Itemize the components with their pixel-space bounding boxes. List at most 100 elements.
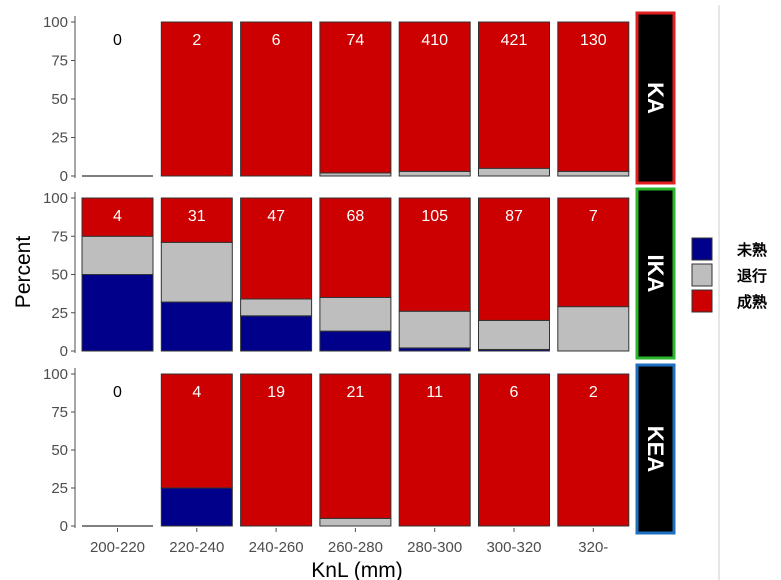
facet-strip-kea: KEA xyxy=(635,363,676,535)
bar-segment-成熟 xyxy=(240,197,313,300)
legend-label: 成熟 xyxy=(737,293,767,311)
x-axis-title: KnL (mm) xyxy=(311,559,402,580)
bar-count-label: 4 xyxy=(113,208,122,225)
facet-strip-ka: KA xyxy=(635,11,676,185)
x-tick-label: 280-300 xyxy=(407,539,462,556)
bar-segment-成熟 xyxy=(160,373,233,489)
bar-segment-退行 xyxy=(398,310,471,349)
legend-label: 退行 xyxy=(737,267,767,285)
facet-strip-label: IKA xyxy=(643,255,668,293)
bar-segment-退行 xyxy=(398,170,471,177)
bar-count-label: 105 xyxy=(421,208,448,225)
bar-segment-未熟 xyxy=(160,487,233,527)
legend-swatch xyxy=(691,289,713,313)
bar-segment-退行 xyxy=(240,298,313,317)
bar-segment-退行 xyxy=(557,170,630,177)
bar-segment-成熟 xyxy=(478,373,550,527)
y-tick-label: 50 xyxy=(51,267,68,284)
bar-count-label: 0 xyxy=(113,32,122,49)
bar-count-label: 31 xyxy=(188,208,206,225)
bar-segment-成熟 xyxy=(557,197,630,308)
bar-segment-成熟 xyxy=(478,197,550,321)
bar-segment-未熟 xyxy=(160,301,233,352)
y-tick-label: 50 xyxy=(51,442,68,459)
bar-segment-成熟 xyxy=(319,373,392,519)
legend-swatch xyxy=(691,263,713,287)
bar-segment-成熟 xyxy=(240,373,313,527)
panel-ka: 0 25 50 75 100 0 2 6 74 410 421 130 KA xyxy=(43,11,676,185)
panel-kea: 0 25 50 75 100 0 4 19 21 11 6 2 KEA xyxy=(43,363,676,535)
bar-count-label: 6 xyxy=(272,32,281,49)
bar-segment-退行 xyxy=(319,517,392,527)
bar-segment-成熟 xyxy=(398,21,471,172)
bar-segment-退行 xyxy=(319,296,392,332)
bar-segment-成熟 xyxy=(557,21,630,172)
legend-label: 未熟 xyxy=(736,241,767,259)
y-tick-label: 75 xyxy=(51,53,68,70)
y-tick-label: 0 xyxy=(60,343,68,360)
x-tick-label: 220-240 xyxy=(169,539,224,556)
bar-segment-退行 xyxy=(478,319,550,350)
y-tick-label: 50 xyxy=(51,91,68,108)
y-tick-label: 100 xyxy=(43,190,68,207)
bar-count-label: 7 xyxy=(589,208,598,225)
bar-segment-成熟 xyxy=(557,373,630,527)
x-axis-ticks: 200-220 220-240 240-260 260-280 280-300 300-3… xyxy=(90,528,608,556)
x-tick-label: 300-320 xyxy=(486,539,541,556)
bar-segment-成熟 xyxy=(81,197,154,237)
bar-segment-成熟 xyxy=(478,21,550,169)
bar-count-label: 0 xyxy=(113,384,122,401)
bar-segment-成熟 xyxy=(160,197,233,243)
x-tick-label: 200-220 xyxy=(90,539,145,556)
bar-count-label: 6 xyxy=(510,384,519,401)
legend-swatch xyxy=(691,237,713,261)
bar-count-label: 11 xyxy=(426,384,443,401)
bar-segment-退行 xyxy=(160,241,233,303)
bar-segment-未熟 xyxy=(319,330,392,352)
y-tick-label: 0 xyxy=(60,518,68,535)
y-tick-label: 75 xyxy=(51,404,68,421)
x-tick-label: 240-260 xyxy=(249,539,304,556)
bar-count-label: 19 xyxy=(267,384,285,401)
bar-count-label: 410 xyxy=(421,32,448,49)
bar-count-label: 68 xyxy=(347,208,365,225)
bar-segment-未熟 xyxy=(240,315,313,352)
facet-strip-label: KA xyxy=(643,82,668,114)
y-tick-label: 0 xyxy=(60,168,68,185)
bar-segment-成熟 xyxy=(160,21,233,177)
x-tick-label: 320- xyxy=(578,539,608,556)
facet-strip-ika: IKA xyxy=(635,187,676,360)
bar-segment-成熟 xyxy=(398,373,471,527)
bar-count-label: 4 xyxy=(192,384,201,401)
bar-count-label: 47 xyxy=(267,208,285,225)
bar-segment-成熟 xyxy=(398,197,471,312)
bar-count-label: 2 xyxy=(192,32,201,49)
y-tick-label: 75 xyxy=(51,228,68,245)
bar-count-label: 130 xyxy=(580,32,607,49)
facet-strip-box xyxy=(635,187,676,360)
facet-strip-box xyxy=(635,11,676,185)
x-tick-label: 260-280 xyxy=(328,539,383,556)
bar-segment-退行 xyxy=(81,235,154,275)
facet-strip-box xyxy=(635,363,676,535)
bar-count-label: 21 xyxy=(347,384,365,401)
bar-count-label: 74 xyxy=(347,32,365,49)
bar-segment-退行 xyxy=(478,167,550,177)
panel-ika: 0 25 50 75 100 4 31 47 68 105 87 7 IKA xyxy=(43,187,676,360)
y-tick-label: 25 xyxy=(51,130,68,147)
bar-segment-未熟 xyxy=(81,274,154,352)
y-axis-title: Percent xyxy=(12,236,35,309)
bar-segment-成熟 xyxy=(240,21,313,177)
y-tick-label: 100 xyxy=(43,14,68,31)
bar-segment-退行 xyxy=(557,306,630,352)
facet-strip-label: KEA xyxy=(643,426,668,473)
y-tick-label: 25 xyxy=(51,305,68,322)
y-tick-label: 25 xyxy=(51,480,68,497)
bar-segment-成熟 xyxy=(319,197,392,298)
bar-count-label: 2 xyxy=(589,384,598,401)
bar-count-label: 87 xyxy=(505,208,523,225)
bar-count-label: 421 xyxy=(501,32,528,49)
